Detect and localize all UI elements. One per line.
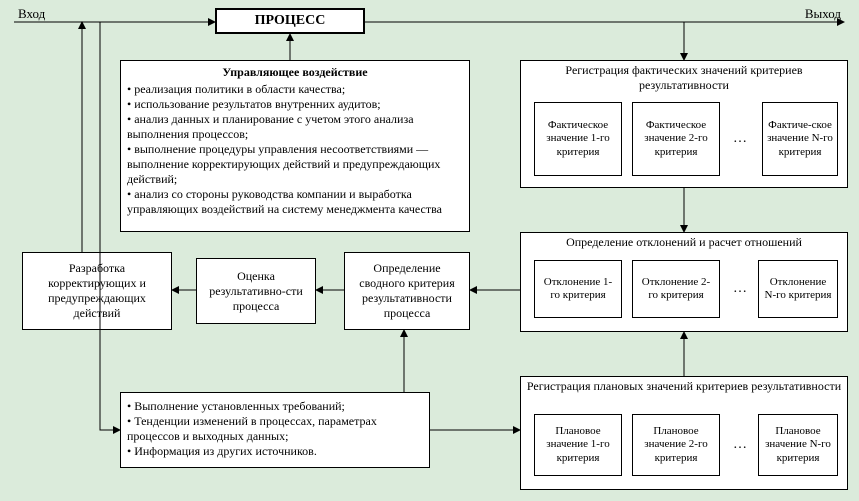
control-list: реализация политики в области качества; … (127, 82, 463, 217)
dev-sub-n: Отклонение N-го критерия (758, 260, 838, 318)
info-list: Выполнение установленных требований; Тен… (127, 399, 423, 459)
fact-sub-2: Фактическое значение 2-го критерия (632, 102, 720, 176)
plan-title: Регистрация плановых значений критериев … (521, 377, 847, 394)
fact-sub-1: Фактическое значение 1-го критерия (534, 102, 622, 176)
diagram-canvas: Вход Выход ПРОЦЕСС Управляющее воздейств… (0, 0, 859, 501)
info-box: Выполнение установленных требований; Тен… (120, 392, 430, 468)
dev-sub-2: Отклонение 2-го критерия (632, 260, 720, 318)
info-item: Выполнение установленных требований; (127, 399, 423, 414)
control-item: реализация политики в области качества; (127, 82, 463, 97)
dev-title: Определение отклонений и расчет отношени… (521, 233, 847, 250)
corrective-box: Разработка корректирующих и предупреждаю… (22, 252, 172, 330)
control-action-box: Управляющее воздействие реализация полит… (120, 60, 470, 232)
summary-criterion-box: Определение сводного критерия результати… (344, 252, 470, 330)
plan-sub-2: Плановое значение 2-го критерия (632, 414, 720, 476)
plan-sub-n: Плановое значение N-го критерия (758, 414, 838, 476)
control-item: анализ данных и планирование с учетом эт… (127, 112, 463, 142)
evaluation-box: Оценка результативно-сти процесса (196, 258, 316, 324)
control-item: анализ со стороны руководства компании и… (127, 187, 463, 217)
output-label: Выход (805, 6, 841, 22)
fact-title: Регистрация фактических значений критери… (521, 61, 847, 93)
dev-sub-1: Отклонение 1-го критерия (534, 260, 622, 318)
control-item: использование результатов внутренних ауд… (127, 97, 463, 112)
process-box: ПРОЦЕСС (215, 8, 365, 34)
control-item: выполнение процедуры управления несоотве… (127, 142, 463, 187)
fact-sub-n: Фактиче-ское значение N-го критерия (762, 102, 838, 176)
info-item: Тенденции изменений в процессах, парамет… (127, 414, 423, 444)
control-title: Управляющее воздействие (127, 65, 463, 80)
info-item: Информация из других источников. (127, 444, 423, 459)
plan-sub-1: Плановое значение 1-го критерия (534, 414, 622, 476)
input-label: Вход (18, 6, 45, 22)
